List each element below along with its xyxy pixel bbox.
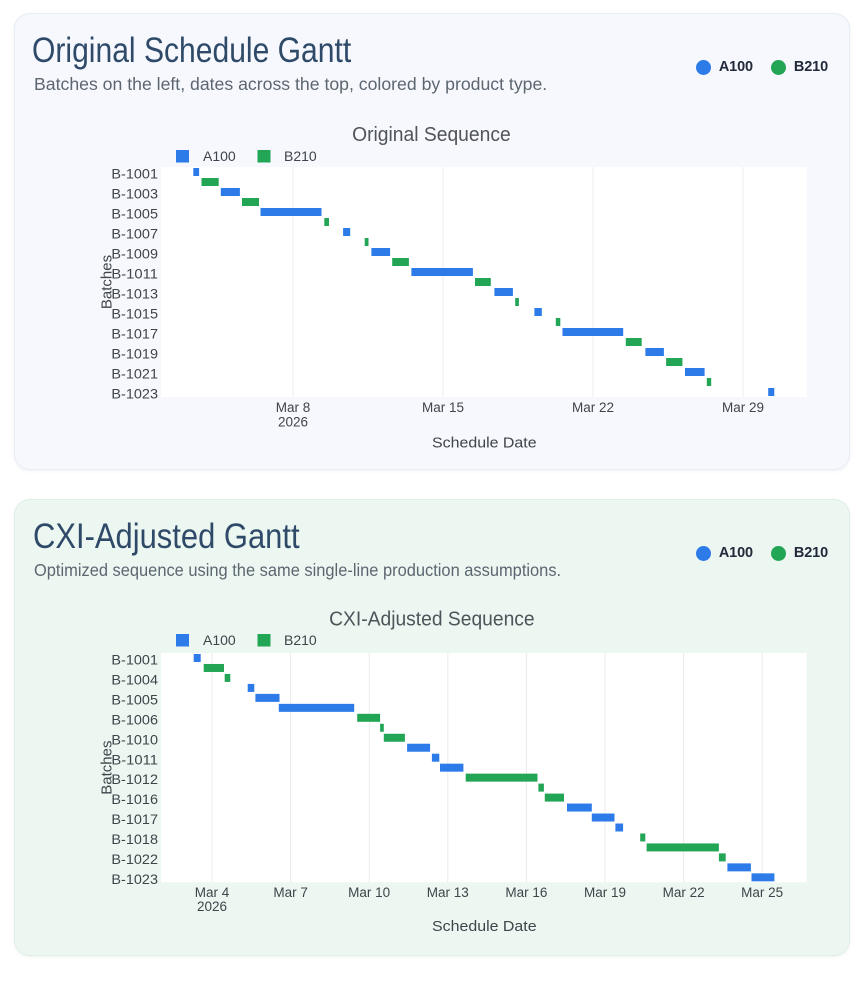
svg-text:B-1003: B-1003 [111, 186, 158, 202]
svg-text:B210: B210 [284, 632, 317, 648]
svg-text:B-1011: B-1011 [111, 266, 158, 282]
svg-text:2026: 2026 [278, 414, 308, 429]
svg-text:B-1001: B-1001 [111, 652, 158, 668]
svg-text:Mar 7: Mar 7 [273, 885, 308, 900]
svg-text:B-1023: B-1023 [111, 871, 158, 887]
svg-text:B-1013: B-1013 [111, 286, 158, 302]
svg-text:B-1018: B-1018 [111, 831, 158, 847]
svg-text:B-1021: B-1021 [111, 366, 158, 382]
svg-text:Mar 10: Mar 10 [348, 885, 390, 900]
svg-text:Mar 4: Mar 4 [195, 885, 230, 900]
svg-text:B-1012: B-1012 [111, 771, 158, 787]
svg-text:B-1022: B-1022 [111, 851, 158, 867]
svg-text:Mar 13: Mar 13 [427, 885, 469, 900]
svg-text:B-1007: B-1007 [111, 226, 158, 242]
svg-text:Batches: Batches [98, 255, 115, 309]
svg-text:Schedule Date: Schedule Date [432, 918, 537, 935]
svg-text:Mar 22: Mar 22 [572, 400, 614, 415]
svg-text:B-1016: B-1016 [111, 791, 158, 807]
svg-text:B-1011: B-1011 [111, 751, 158, 767]
svg-text:B210: B210 [284, 148, 317, 164]
svg-text:B-1019: B-1019 [111, 346, 158, 362]
svg-text:2026: 2026 [197, 899, 227, 914]
svg-text:B-1017: B-1017 [111, 811, 158, 827]
svg-text:B-1010: B-1010 [111, 731, 158, 747]
svg-text:Schedule Date: Schedule Date [432, 435, 537, 452]
svg-text:Original Sequence: Original Sequence [352, 124, 511, 146]
svg-text:B-1017: B-1017 [111, 326, 158, 342]
svg-text:Mar 15: Mar 15 [422, 400, 464, 415]
svg-text:A100: A100 [203, 148, 236, 164]
svg-text:B-1001: B-1001 [111, 166, 158, 182]
svg-text:Mar 19: Mar 19 [584, 885, 626, 900]
svg-text:Mar 25: Mar 25 [741, 885, 783, 900]
svg-text:B-1009: B-1009 [111, 246, 158, 262]
svg-text:B-1005: B-1005 [111, 206, 158, 222]
svg-text:Mar 8: Mar 8 [276, 400, 311, 415]
svg-text:Batches: Batches [98, 740, 115, 794]
svg-text:B-1023: B-1023 [111, 386, 158, 402]
svg-text:B-1004: B-1004 [111, 672, 158, 688]
svg-text:B-1006: B-1006 [111, 711, 158, 727]
svg-text:Mar 16: Mar 16 [505, 885, 547, 900]
svg-text:B-1005: B-1005 [111, 691, 158, 707]
svg-text:B-1015: B-1015 [111, 306, 158, 322]
svg-text:Mar 29: Mar 29 [722, 400, 764, 415]
svg-text:Mar 22: Mar 22 [663, 885, 705, 900]
svg-text:CXI-Adjusted Sequence: CXI-Adjusted Sequence [329, 608, 535, 630]
svg-text:A100: A100 [203, 632, 236, 648]
